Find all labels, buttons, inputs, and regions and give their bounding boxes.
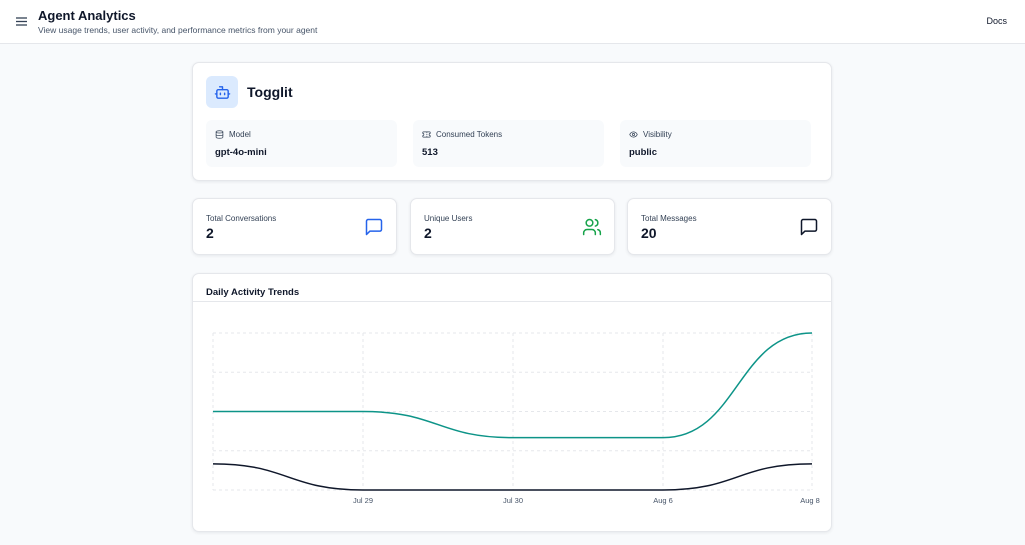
stat-value: 2 [206,225,214,241]
activity-line-chart: Jul 29 Jul 30 Aug 6 Aug 8 [212,332,820,505]
agent-name: Togglit [247,84,293,100]
app-header: Agent Analytics View usage trends, user … [0,0,1025,44]
visibility-label: Visibility [643,130,672,139]
eye-icon [629,131,638,138]
message-square-icon [800,218,818,236]
tokens-value: 513 [422,147,438,158]
menu-icon[interactable] [12,12,30,30]
agent-info-card: Togglit Model gpt-4o-mini Consumed Token… [192,62,832,181]
model-label: Model [229,130,251,139]
x-tick-label: Jul 29 [353,496,373,505]
x-tick-label: Jul 30 [503,496,523,505]
stat-label: Unique Users [424,214,473,223]
x-tick-label: Aug 6 [653,496,673,505]
series-line-2 [212,463,813,491]
total-messages-card: Total Messages 20 [627,198,832,255]
bot-icon [206,76,238,108]
daily-activity-chart-card: Daily Activity Trends Jul 29 Jul 30 Aug 6 A… [192,273,832,532]
tokens-label: Consumed Tokens [436,130,503,139]
divider [193,301,831,302]
model-tile: Model gpt-4o-mini [206,120,397,167]
tokens-tile: Consumed Tokens 513 [413,120,604,167]
docs-link[interactable]: Docs [986,16,1007,26]
stat-label: Total Messages [641,214,697,223]
stat-label: Total Conversations [206,214,277,223]
ticket-icon [422,131,431,138]
chart-title: Daily Activity Trends [206,287,300,298]
message-square-icon [365,218,383,236]
total-conversations-card: Total Conversations 2 [192,198,397,255]
users-icon [582,218,602,236]
visibility-value: public [629,147,657,158]
page-title: Agent Analytics [38,8,136,23]
stat-value: 2 [424,225,432,241]
page-subtitle: View usage trends, user activity, and pe… [38,25,318,35]
visibility-tile: Visibility public [620,120,811,167]
x-tick-label: Aug 8 [800,496,820,505]
unique-users-card: Unique Users 2 [410,198,615,255]
model-value: gpt-4o-mini [215,147,267,158]
stat-value: 20 [641,225,657,241]
series-line-1 [212,332,813,439]
database-icon [215,130,224,139]
